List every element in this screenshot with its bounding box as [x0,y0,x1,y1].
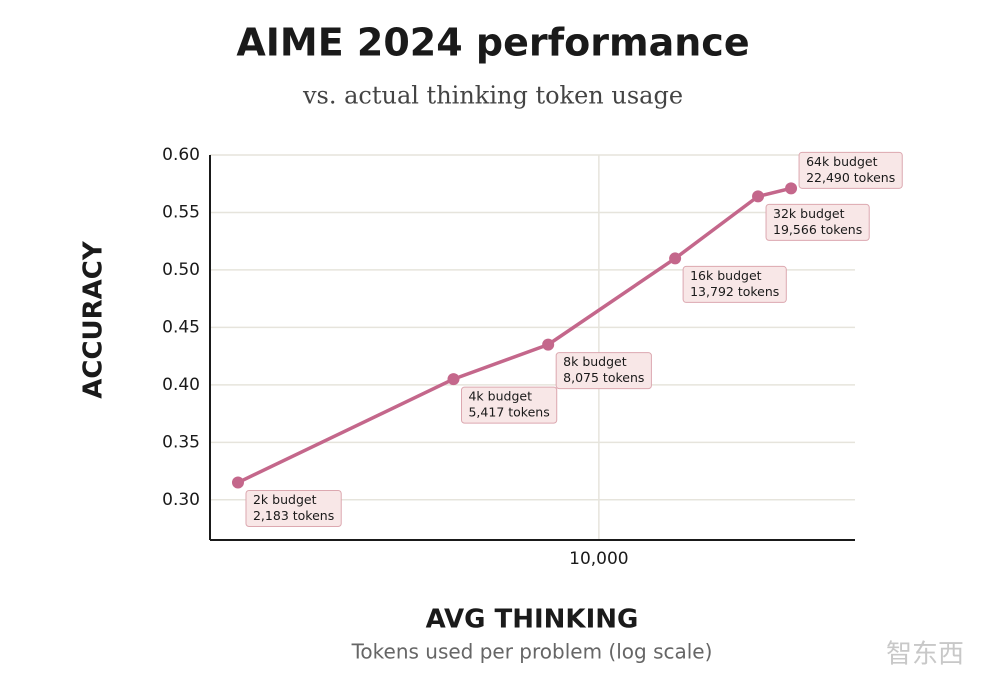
y-tick-label: 0.50 [162,260,200,280]
point [447,373,460,386]
y-tick-label: 0.60 [162,145,200,165]
chart-title: AIME 2024 performance [236,21,749,65]
chart-subtitle: vs. actual thinking token usage [302,82,683,110]
point [752,190,765,203]
point [669,252,682,265]
point [231,476,244,489]
y-tick-label: 0.45 [162,317,200,337]
label-text: 8,075 tokens [563,370,644,385]
y-tick-label: 0.35 [162,432,200,452]
x-axis-sublabel: Tokens used per problem (log scale) [351,640,713,664]
label-text: 2k budget [253,492,317,507]
y-tick-label: 0.40 [162,375,200,395]
label-text: 32k budget [773,206,845,221]
label-text: 13,792 tokens [690,284,779,299]
y-axis-label: ACCURACY [79,240,109,399]
label-text: 5,417 tokens [468,405,549,420]
label-text: 16k budget [690,268,762,283]
label-text: 19,566 tokens [773,222,862,237]
point [542,338,555,351]
watermark: 智东西 [886,640,964,670]
label-text: 22,490 tokens [806,170,895,185]
label-text: 4k budget [468,389,532,404]
x-tick-label: 10,000 [569,549,628,569]
point [785,182,798,195]
label-text: 8k budget [563,354,627,369]
label-box [682,265,787,303]
label-box [460,386,558,424]
label-box [555,352,652,390]
y-tick-label: 0.55 [162,202,200,222]
x-axis-label: AVG THINKING [426,605,639,635]
label-box [245,490,342,528]
label-text: 64k budget [806,154,878,169]
label-text: 2,183 tokens [253,508,334,523]
label-box [798,151,903,189]
y-tick-label: 0.30 [162,490,200,510]
label-box [765,203,870,241]
